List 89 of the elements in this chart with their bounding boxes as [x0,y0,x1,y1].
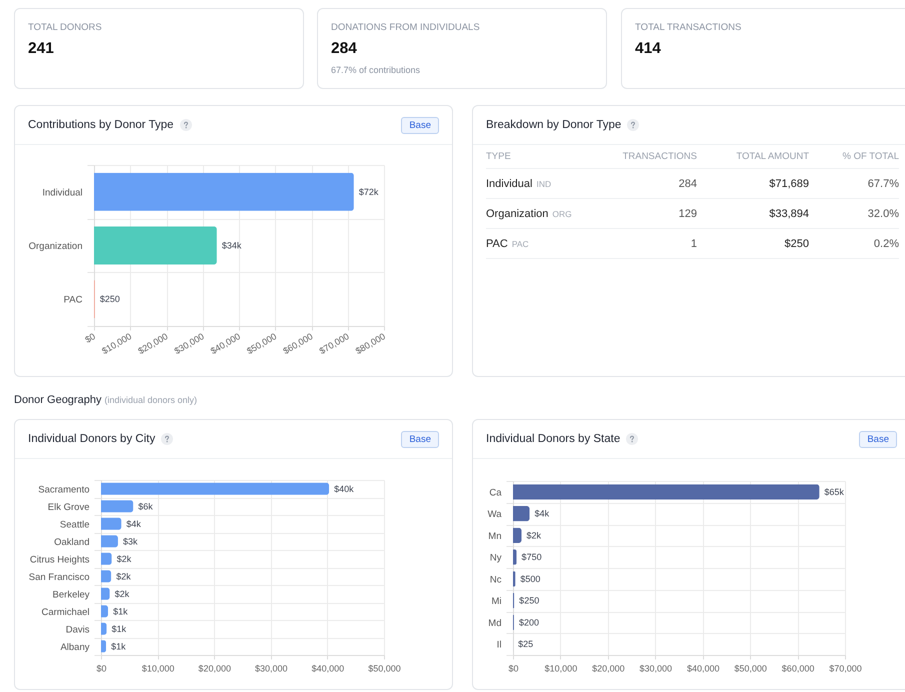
chart-title: Individual Donors by State [486,433,620,445]
data-label: $33,894 [697,198,809,228]
y-tick-label: Individual [42,187,82,198]
y-tick-label: Albany [60,642,90,653]
data-label: 284 [596,168,697,198]
data-label: $250 [519,596,540,606]
y-tick-label: Elk Grove [48,502,90,513]
data-label: $250 [100,294,120,304]
data-label: $2k [116,571,132,582]
data-label: 129 [596,198,697,228]
data-label: $250 [697,228,809,258]
text: 67.7% of contributions [331,65,420,75]
y-tick-label: Ny [490,552,502,564]
y-tick-label: San Francisco [28,572,90,583]
data-label: $1k [112,624,127,634]
data-label: $200 [518,617,539,628]
x-tick-label: $10,000 [142,664,174,674]
data-label: $2k [526,530,542,540]
text: ORG [552,208,572,218]
y-tick-label: Il [496,640,502,651]
data-label: $4k [534,508,550,519]
data-label: 414 [635,40,661,58]
x-tick-label: $0 [96,664,107,674]
data-label: 241 [28,40,54,58]
data-label: $2k [116,554,132,564]
data-label: $34k [222,240,242,250]
y-tick-label: Oakland [54,536,90,548]
data-label: 0.2% [809,228,899,258]
text: % OF TOTAL [809,145,899,168]
data-label: $40k [334,484,354,494]
y-tick-label: Seattle [60,519,90,530]
x-tick-label: $60,000 [782,664,814,674]
data-label: $1k [113,606,128,616]
x-tick-label: $30,000 [255,664,288,674]
data-label: $500 [520,574,540,584]
text: TOTAL AMOUNT [697,145,809,168]
y-tick-label: Mn [488,530,502,542]
button: Base [401,117,439,134]
series-label: TRANSACTIONS [596,145,697,168]
text: IND [536,178,552,188]
y-tick-label: Berkeley [52,589,90,600]
button: Base [859,431,897,448]
data-label: $3k [122,536,138,546]
data-label: $4k [126,518,142,529]
text: TYPE [486,145,596,168]
data-label: 1 [596,228,697,258]
y-tick-label: Carmichael [41,606,90,618]
data-label: 284 [331,40,357,58]
x-tick-label: $20,000 [198,664,231,674]
text: DONATIONS FROM INDIVIDUALS [331,22,480,33]
y-tick-label: Organization [28,241,82,252]
x-tick-label: $50,000 [734,664,767,674]
data-label: 67.7% [809,168,899,198]
x-tick-label: $70,000 [829,664,862,674]
x-tick-label: $40,000 [686,664,720,674]
data-label: $6k [138,501,154,512]
y-tick-label: Nc [490,574,502,586]
data-label: $72k [358,186,379,197]
button: Base [401,431,439,448]
text: Donor Geography [14,394,102,406]
text: PAC [512,238,529,248]
x-tick-label: $40,000 [312,664,344,674]
x-tick-label: $10,000 [544,664,578,674]
y-tick-label: PAC [64,294,83,306]
data-label: 32.0% [809,198,899,228]
text: Breakdown by Donor Type [486,119,622,131]
y-tick-label: Mi [491,596,502,608]
data-label: $65k [824,486,844,497]
y-tick-label: Davis [66,624,90,636]
x-tick-label: $20,000 [592,664,625,674]
data-label: $2k [114,588,130,599]
data-label: $25 [518,639,534,650]
y-tick-label: Citrus Heights [30,554,90,566]
chart-title: Contributions by Donor Type [28,119,174,131]
chart-title: Individual Donors by City [28,433,156,445]
x-tick-label: $50,000 [368,664,401,674]
data-label: $1k [111,641,126,652]
text: TOTAL DONORS [28,22,102,33]
x-tick-label: $0 [83,331,97,345]
text: TOTAL TRANSACTIONS [635,22,742,33]
y-tick-label: Ca [489,487,502,498]
data-label: $750 [522,552,542,562]
y-tick-label: Sacramento [38,484,90,496]
x-tick-label: $30,000 [640,664,672,674]
x-tick-label: $0 [508,664,519,674]
y-tick-label: Wa [488,509,502,520]
data-label: $71,689 [697,168,809,198]
y-tick-label: Md [488,618,502,629]
text: (individual donors only) [104,395,198,405]
